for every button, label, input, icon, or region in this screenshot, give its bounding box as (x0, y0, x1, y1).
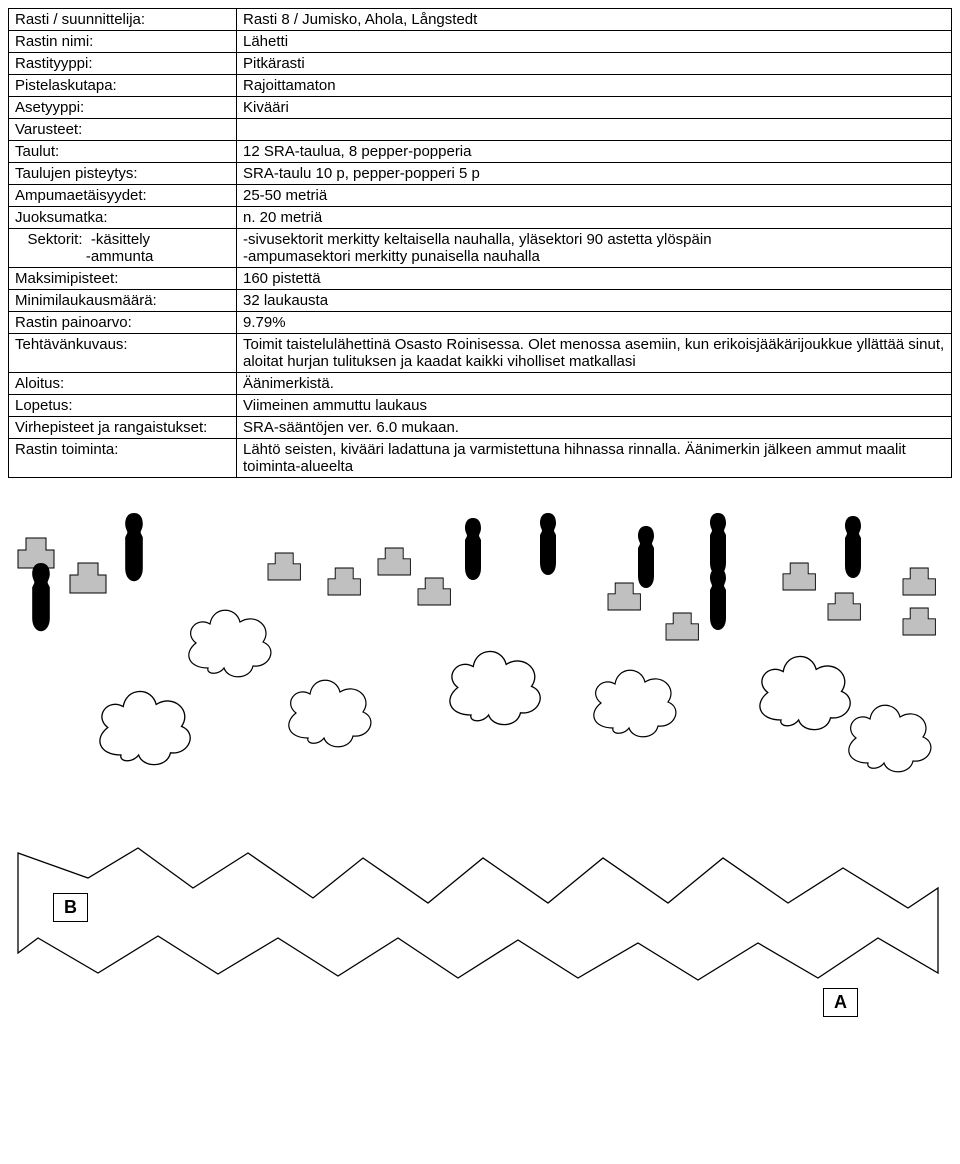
field-label: Rasti / suunnittelija: (9, 9, 237, 31)
point-a-label: A (823, 988, 858, 1017)
field-value: Viimeinen ammuttu laukaus (237, 395, 952, 417)
field-label: Varusteet: (9, 119, 237, 141)
field-value: 9.79% (237, 312, 952, 334)
field-label: Maksimipisteet: (9, 268, 237, 290)
field-label: Taulujen pisteytys: (9, 163, 237, 185)
field-label: Rastin painoarvo: (9, 312, 237, 334)
field-value: -sivusektorit merkitty keltaisella nauha… (237, 229, 952, 268)
field-value: Pitkärasti (237, 53, 952, 75)
field-label: Lopetus: (9, 395, 237, 417)
field-label: Rastin toiminta: (9, 439, 237, 478)
field-value: Äänimerkistä. (237, 373, 952, 395)
stage-info-table: Rasti / suunnittelija:Rasti 8 / Jumisko,… (8, 8, 952, 478)
field-value: Lähtö seisten, kivääri ladattuna ja varm… (237, 439, 952, 478)
field-label: Aloitus: (9, 373, 237, 395)
stage-diagram: B A (8, 508, 952, 1028)
field-label: Asetyyppi: (9, 97, 237, 119)
field-label: Tehtävänkuvaus: (9, 334, 237, 373)
field-label: Rastin nimi: (9, 31, 237, 53)
field-value (237, 119, 952, 141)
field-label: Taulut: (9, 141, 237, 163)
field-label: Juoksumatka: (9, 207, 237, 229)
field-value: Kivääri (237, 97, 952, 119)
field-value: SRA-taulu 10 p, pepper-popperi 5 p (237, 163, 952, 185)
point-b-label: B (53, 893, 88, 922)
field-value: 160 pistettä (237, 268, 952, 290)
field-value: 32 laukausta (237, 290, 952, 312)
field-label: Pistelaskutapa: (9, 75, 237, 97)
field-label: Virhepisteet ja rangaistukset: (9, 417, 237, 439)
field-label: Sektorit: -käsittely -ammunta (9, 229, 237, 268)
field-value: Rajoittamaton (237, 75, 952, 97)
field-value: Rasti 8 / Jumisko, Ahola, Långstedt (237, 9, 952, 31)
field-label: Minimilaukausmäärä: (9, 290, 237, 312)
field-value: Lähetti (237, 31, 952, 53)
field-label: Rastityyppi: (9, 53, 237, 75)
field-value: n. 20 metriä (237, 207, 952, 229)
field-label: Ampumaetäisyydet: (9, 185, 237, 207)
field-value: 12 SRA-taulua, 8 pepper-popperia (237, 141, 952, 163)
field-value: SRA-sääntöjen ver. 6.0 mukaan. (237, 417, 952, 439)
field-value: Toimit taistelulähettinä Osasto Roinises… (237, 334, 952, 373)
field-value: 25-50 metriä (237, 185, 952, 207)
